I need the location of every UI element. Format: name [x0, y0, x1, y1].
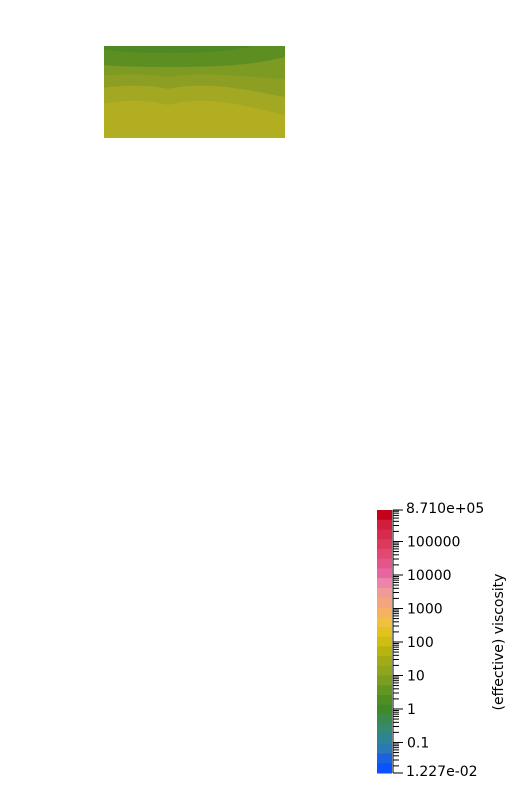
colorbar-segment [377, 646, 392, 657]
panel-4 [52, 406, 285, 521]
colorbar-tick-label: 100 [407, 635, 434, 651]
colorbar-segment [377, 685, 392, 696]
colorbar-segment [377, 607, 392, 618]
colorbar-segment [377, 695, 392, 706]
colorbar-segment [377, 597, 392, 608]
panel-6 [52, 661, 285, 776]
colorbar-segment [377, 656, 392, 667]
colorbar-legend: 8.710e+05 1.227e-02 10000010000100010010… [377, 501, 507, 780]
colorbar-segment [377, 558, 392, 569]
colorbar-segment [377, 714, 392, 725]
colorbar-segment [377, 743, 392, 755]
colorbar-segment [377, 636, 392, 647]
colorbar-minor-ticks [393, 509, 403, 774]
colorbar-segment [377, 763, 392, 774]
viscosity-panels [52, 46, 285, 776]
colorbar-tick-label: 100000 [407, 534, 460, 550]
colorbar-segment [377, 734, 392, 745]
colorbar-segment [377, 753, 392, 764]
colorbar-segment [377, 626, 392, 638]
panel-1 [104, 46, 285, 138]
colorbar-gradient [377, 510, 392, 774]
colorbar-tick-label: 1000 [407, 601, 443, 617]
colorbar-segment [377, 578, 392, 589]
panel-5-background [52, 533, 285, 648]
panel-6-background [52, 661, 285, 776]
colorbar-segment [377, 510, 392, 521]
colorbar-segment [377, 548, 392, 560]
colorbar-segment [377, 587, 392, 599]
colorbar-segment [377, 539, 392, 550]
panel-5 [52, 533, 285, 648]
panel-3 [52, 278, 285, 393]
colorbar-segment [377, 568, 392, 579]
panel-4-background [52, 406, 285, 521]
panel-2-background [52, 151, 285, 266]
colorbar-tick-label: 10000 [407, 568, 452, 584]
colorbar-tick-label: 0.1 [407, 735, 429, 751]
colorbar-tick-labels: 100000 10000 1000 100 10 1 0.1 [407, 534, 460, 751]
panel-3-background [52, 278, 285, 393]
colorbar-tick-label: 10 [407, 668, 425, 684]
colorbar-segment [377, 519, 392, 530]
panel-2 [52, 145, 285, 266]
colorbar-segment [377, 529, 392, 540]
colorbar-min-label: 1.227e-02 [406, 764, 478, 780]
colorbar-segment [377, 724, 392, 735]
colorbar-segment [377, 617, 392, 628]
colorbar-max-label: 8.710e+05 [406, 501, 484, 517]
colorbar-segment [377, 675, 392, 686]
colorbar-segment [377, 665, 392, 677]
colorbar-tick-label: 1 [407, 702, 416, 718]
colorbar-segment [377, 704, 392, 716]
colorbar-title: (effective) viscosity [491, 574, 507, 711]
